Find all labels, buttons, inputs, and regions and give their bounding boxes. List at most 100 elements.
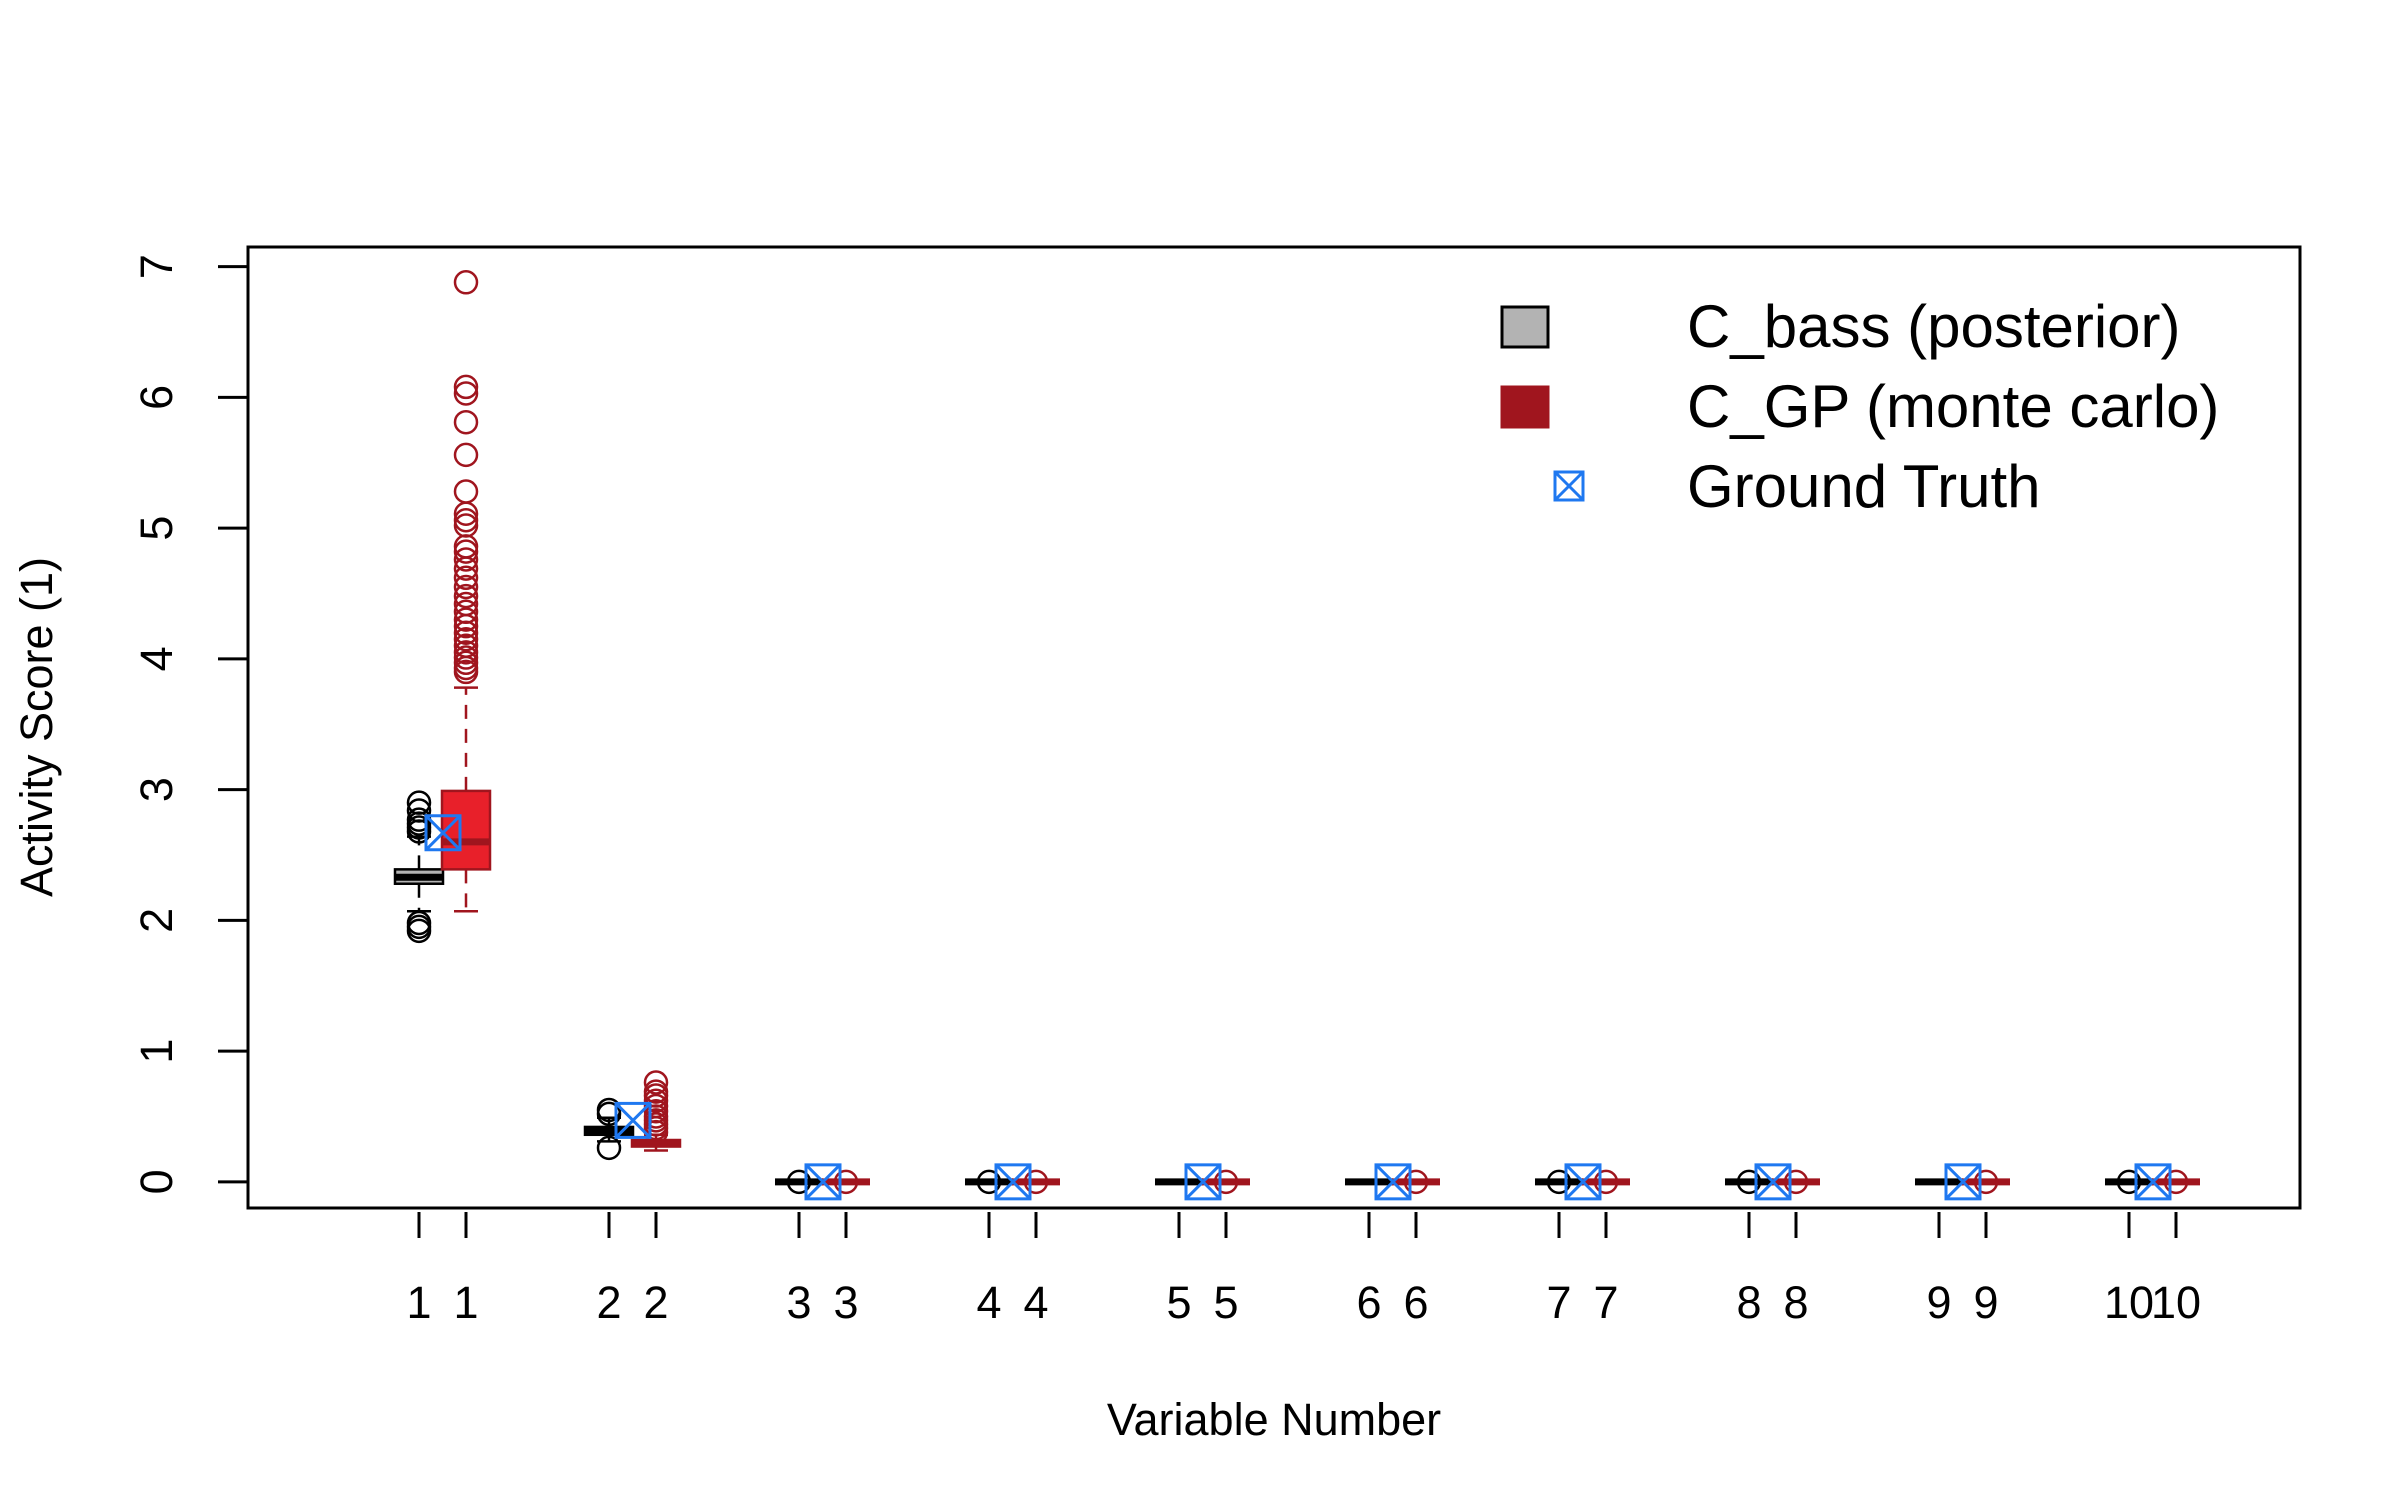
ground-truth-marker-9 <box>1944 1163 1982 1201</box>
outlier-point <box>1546 1169 1572 1195</box>
series-c-gp <box>440 270 2200 1195</box>
outlier-point <box>453 442 479 468</box>
x-tick-label: 10 <box>2151 1277 2201 1328</box>
outlier-point <box>1213 1169 1239 1195</box>
box-c-gp-1 <box>440 270 492 913</box>
outlier-point <box>453 508 479 533</box>
y-tick-label: 2 <box>131 908 182 933</box>
box-c-bass-2 <box>583 1097 635 1161</box>
x-tick-label: 6 <box>1356 1277 1381 1328</box>
x-tick-label: 7 <box>1593 1277 1618 1328</box>
outlier-point <box>453 565 479 591</box>
outlier-point <box>453 607 479 632</box>
ground-truth-box <box>614 1101 652 1139</box>
outlier-point <box>1783 1169 1809 1195</box>
ground-truth-marker-6 <box>1374 1163 1412 1201</box>
ground-truth-cross <box>994 1163 1032 1200</box>
y-axis: 0 1 2 3 4 5 6 7 <box>131 254 250 1194</box>
outlier-point <box>453 374 479 400</box>
x-tick-label: 2 <box>643 1277 668 1328</box>
ground-truth-cross <box>2134 1163 2172 1200</box>
x-tick-label: 3 <box>786 1277 811 1328</box>
ground-truth-cross <box>1374 1163 1412 1200</box>
ground-truth-box <box>1564 1163 1602 1201</box>
ground-truth-marker-2 <box>614 1101 652 1139</box>
outlier-point <box>786 1169 812 1195</box>
series-ground-truth <box>424 814 2172 1201</box>
legend-label-c-gp: C_GP (monte carlo) <box>1687 373 2219 440</box>
box-c-bass-1 <box>393 790 445 944</box>
x-tick-label: 7 <box>1546 1277 1571 1328</box>
outlier-point <box>406 798 432 823</box>
outlier-point <box>453 381 479 406</box>
legend-key-ground-truth <box>1553 470 1585 502</box>
outlier-point <box>453 599 479 625</box>
x-tick-label: 6 <box>1403 1277 1428 1328</box>
x-tick-label: 9 <box>1926 1277 1951 1328</box>
ground-truth-box <box>1754 1163 1792 1201</box>
legend-key-c-gp <box>1500 385 1550 429</box>
ground-truth-cross <box>804 1163 842 1200</box>
x-tick-label: 5 <box>1166 1277 1191 1328</box>
ground-truth-marker-7 <box>1564 1163 1602 1201</box>
x-tick-label: 2 <box>596 1277 621 1328</box>
ground-truth-marker-8 <box>1754 1163 1792 1201</box>
outlier-point <box>976 1169 1002 1195</box>
x-tick-label: 10 <box>2104 1277 2154 1328</box>
ground-truth-box <box>1184 1163 1222 1201</box>
x-tick-label: 8 <box>1736 1277 1761 1328</box>
box-c-gp-5 <box>1202 1169 1250 1195</box>
outlier-point <box>453 270 479 295</box>
x-tick-label: 4 <box>976 1277 1001 1328</box>
plot-marks <box>393 270 2200 1201</box>
box-c-bass-8 <box>1725 1169 1773 1195</box>
outlier-point <box>453 574 479 600</box>
box-c-gp-8 <box>1772 1169 1820 1195</box>
y-tick-label: 3 <box>131 777 182 802</box>
box-c-gp-2 <box>630 1070 682 1152</box>
box-c-gp-7 <box>1582 1169 1630 1195</box>
x-tick-label: 1 <box>453 1277 478 1328</box>
box-c-bass-4 <box>965 1169 1013 1195</box>
ground-truth-box <box>424 814 462 852</box>
box-c-gp-10 <box>2152 1169 2200 1195</box>
box-c-bass-7 <box>1535 1169 1583 1195</box>
ground-truth-box <box>1374 1163 1412 1201</box>
outlier-point <box>1593 1169 1619 1195</box>
ground-truth-cross <box>1184 1163 1222 1200</box>
outlier-point <box>1736 1169 1762 1195</box>
ground-truth-box <box>804 1163 842 1201</box>
ground-truth-cross <box>614 1102 652 1139</box>
outlier-point <box>2116 1169 2142 1195</box>
ground-truth-marker-4 <box>994 1163 1032 1201</box>
box-body <box>440 789 492 871</box>
y-tick-label: 0 <box>131 1169 182 1194</box>
outlier-point <box>596 1135 622 1161</box>
ground-truth-cross <box>424 814 462 851</box>
ground-truth-marker-3 <box>804 1163 842 1201</box>
box-c-gp-9 <box>1962 1169 2010 1195</box>
outlier-point <box>453 534 479 559</box>
outlier-point <box>833 1169 859 1195</box>
y-tick-label: 4 <box>131 646 182 671</box>
box-c-bass-10 <box>2105 1169 2153 1195</box>
ground-truth-marker-1 <box>424 814 462 852</box>
x-axis-label: Variable Number <box>1107 1394 1441 1445</box>
box-c-gp-4 <box>1012 1169 1060 1195</box>
box-c-gp-6 <box>1392 1169 1440 1195</box>
y-tick-label: 1 <box>131 1039 182 1064</box>
x-tick-label: 3 <box>833 1277 858 1328</box>
x-tick-label: 9 <box>1973 1277 1998 1328</box>
outlier-point <box>453 547 479 572</box>
legend-label-ground-truth: Ground Truth <box>1687 453 2041 520</box>
ground-truth-box <box>994 1163 1032 1201</box>
ground-truth-box <box>2134 1163 2172 1201</box>
outlier-point <box>453 583 479 609</box>
outlier-point <box>453 640 479 665</box>
x-tick-label: 1 <box>406 1277 431 1328</box>
outlier-point <box>643 1079 669 1104</box>
outlier-point <box>453 479 479 504</box>
outlier-point <box>2163 1169 2189 1195</box>
